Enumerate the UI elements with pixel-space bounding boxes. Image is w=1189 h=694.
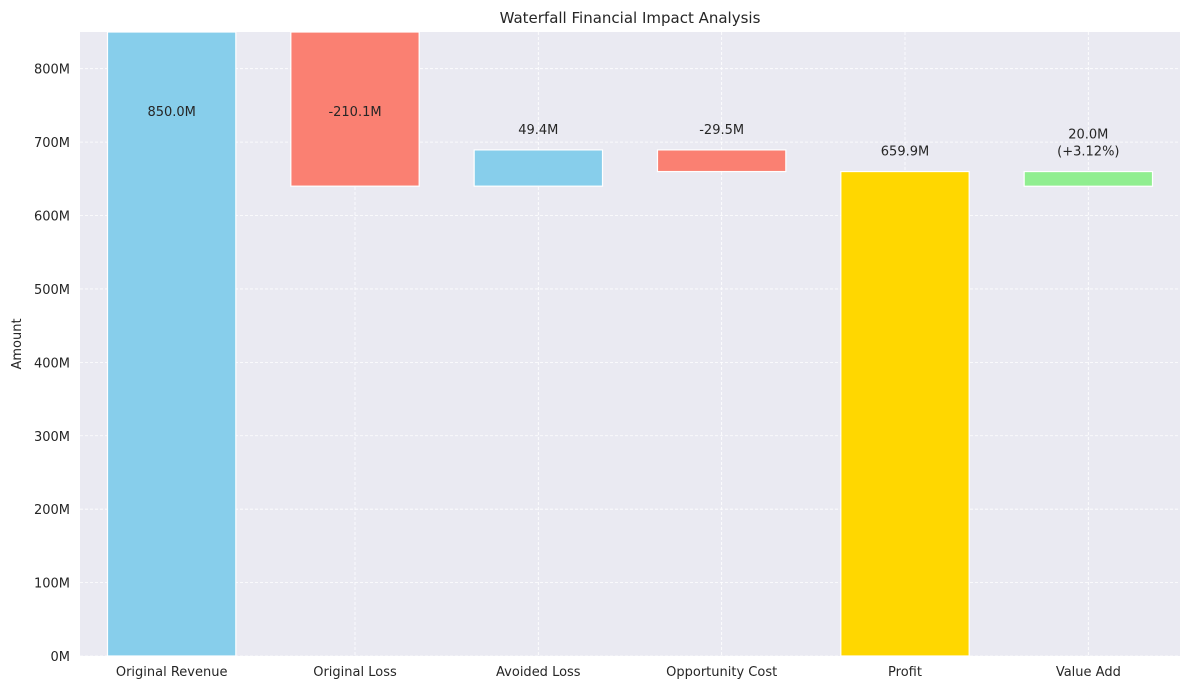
y-tick-label-0: 0M — [51, 650, 71, 665]
bar-0 — [106, 31, 237, 657]
bar-1 — [290, 31, 420, 187]
grid-lines — [80, 32, 1180, 657]
chart-title: Waterfall Financial Impact Analysis — [500, 9, 761, 27]
plot-background — [80, 32, 1180, 656]
y-tick-label-7: 700M — [34, 136, 70, 151]
x-tick-label-2: Avoided Loss — [496, 665, 581, 680]
bar-label-3: -29.5M — [699, 123, 744, 138]
y-axis-label: Amount — [10, 318, 25, 369]
bar-2 — [473, 149, 604, 187]
bar-label-5: 20.0M (+3.12%) — [1057, 128, 1119, 160]
bar-label-line: 49.4M — [518, 123, 558, 138]
x-tick-label-5: Value Add — [1056, 665, 1121, 680]
bar-label-2: 49.4M — [518, 123, 558, 138]
x-tick-label-3: Opportunity Cost — [666, 665, 777, 680]
y-axis-ticks: 0M 100M 200M 300M 400M 500M 600M 700M 800M — [34, 63, 70, 665]
bar-label-line: -29.5M — [699, 123, 744, 138]
bar-label-line: -210.1M — [328, 105, 381, 120]
y-tick-label-2: 200M — [34, 503, 70, 518]
x-tick-label-1: Original Loss — [313, 665, 397, 680]
x-axis-ticks: Original Revenue Original Loss Avoided Los… — [116, 665, 1121, 680]
bar-label-1: -210.1M — [328, 105, 381, 120]
y-tick-label-8: 800M — [34, 63, 70, 78]
y-tick-label-4: 400M — [34, 356, 70, 371]
bar-5 — [1023, 170, 1154, 187]
bar-label-line: (+3.12%) — [1057, 145, 1119, 160]
bar-3 — [656, 149, 787, 173]
y-tick-label-3: 300M — [34, 430, 70, 445]
y-tick-label-5: 500M — [34, 283, 70, 298]
bar-label-line: 659.9M — [881, 145, 929, 160]
bar-label-0: 850.0M — [147, 105, 195, 120]
y-tick-label-1: 100M — [34, 577, 70, 592]
x-tick-label-4: Profit — [888, 665, 922, 680]
y-tick-label-6: 600M — [34, 210, 70, 225]
bar-label-4: 659.9M — [881, 145, 929, 160]
bars — [106, 31, 1154, 657]
bar-4 — [840, 170, 970, 657]
bar-label-line: 850.0M — [147, 105, 195, 120]
x-tick-label-0: Original Revenue — [116, 665, 228, 680]
bar-label-line: 20.0M — [1068, 128, 1108, 143]
bar-labels: 850.0M -210.1M 49.4M -29.5M 659.9M 20.0M (+3.1… — [147, 105, 1119, 160]
